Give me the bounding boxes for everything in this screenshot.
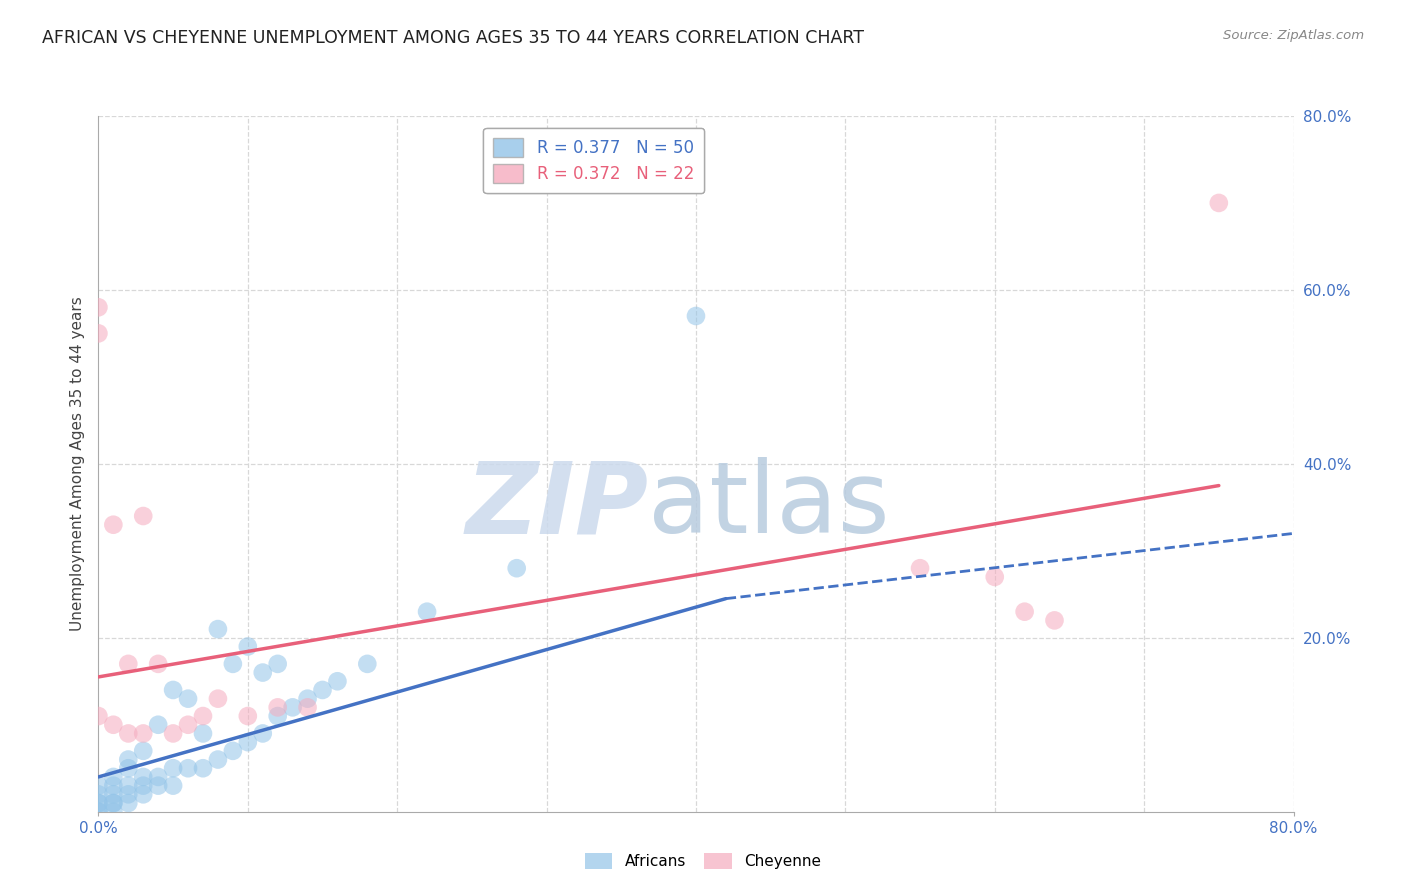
Point: [132, 770, 155, 784]
Point: [326, 674, 349, 689]
Point: [177, 761, 200, 775]
Point: [87, 300, 110, 315]
Legend: R = 0.377   N = 50, R = 0.372   N = 22: R = 0.377 N = 50, R = 0.372 N = 22: [484, 128, 704, 193]
Point: [148, 717, 170, 731]
Point: [356, 657, 378, 671]
Point: [1014, 605, 1036, 619]
Point: [103, 788, 125, 801]
Point: [103, 796, 125, 810]
Point: [132, 726, 155, 740]
Legend: Africans, Cheyenne: Africans, Cheyenne: [579, 847, 827, 875]
Point: [236, 640, 259, 654]
Point: [132, 744, 155, 758]
Point: [207, 691, 229, 706]
Point: [908, 561, 931, 575]
Point: [267, 657, 290, 671]
Point: [252, 726, 274, 740]
Point: [222, 657, 245, 671]
Point: [103, 805, 125, 819]
Point: [117, 788, 139, 801]
Text: atlas: atlas: [648, 457, 890, 554]
Point: [117, 726, 139, 740]
Point: [132, 508, 155, 523]
Point: [222, 744, 245, 758]
Point: [103, 517, 125, 532]
Point: [117, 761, 139, 775]
Point: [177, 691, 200, 706]
Point: [132, 788, 155, 801]
Point: [177, 717, 200, 731]
Point: [162, 761, 184, 775]
Point: [162, 779, 184, 793]
Point: [506, 561, 529, 575]
Point: [207, 622, 229, 636]
Point: [87, 788, 110, 801]
Point: [236, 735, 259, 749]
Point: [1208, 196, 1230, 211]
Point: [162, 683, 184, 698]
Point: [87, 709, 110, 723]
Point: [281, 700, 304, 714]
Point: [236, 709, 259, 723]
Point: [311, 683, 333, 698]
Point: [191, 761, 214, 775]
Point: [87, 796, 110, 810]
Text: ZIP: ZIP: [465, 457, 648, 554]
Point: [252, 665, 274, 680]
Point: [207, 753, 229, 767]
Point: [103, 779, 125, 793]
Point: [416, 605, 439, 619]
Point: [103, 717, 125, 731]
Text: AFRICAN VS CHEYENNE UNEMPLOYMENT AMONG AGES 35 TO 44 YEARS CORRELATION CHART: AFRICAN VS CHEYENNE UNEMPLOYMENT AMONG A…: [42, 29, 865, 46]
Point: [267, 709, 290, 723]
Point: [162, 726, 184, 740]
Point: [148, 657, 170, 671]
Point: [148, 770, 170, 784]
Point: [87, 796, 110, 810]
Point: [87, 805, 110, 819]
Point: [117, 657, 139, 671]
Y-axis label: Unemployment Among Ages 35 to 44 years: Unemployment Among Ages 35 to 44 years: [69, 296, 84, 632]
Point: [103, 796, 125, 810]
Point: [132, 779, 155, 793]
Point: [148, 779, 170, 793]
Point: [984, 570, 1007, 584]
Point: [297, 691, 319, 706]
Point: [117, 796, 139, 810]
Point: [191, 726, 214, 740]
Point: [1043, 614, 1066, 628]
Point: [103, 770, 125, 784]
Point: [267, 700, 290, 714]
Point: [117, 753, 139, 767]
Point: [117, 779, 139, 793]
Point: [87, 805, 110, 819]
Point: [87, 326, 110, 341]
Point: [297, 700, 319, 714]
Point: [87, 779, 110, 793]
Point: [191, 709, 214, 723]
Text: Source: ZipAtlas.com: Source: ZipAtlas.com: [1223, 29, 1364, 42]
Point: [685, 309, 707, 323]
